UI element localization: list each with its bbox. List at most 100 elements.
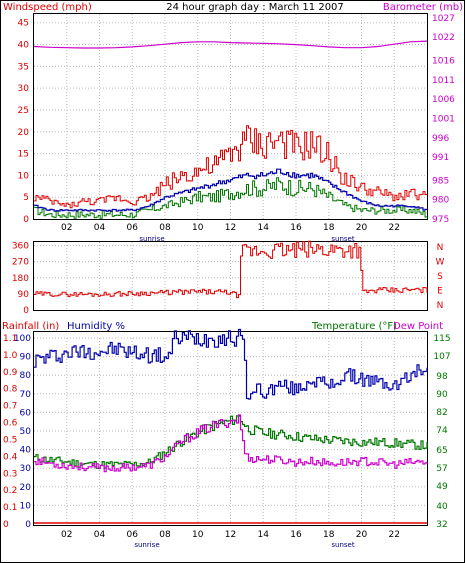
humidity-tick: 30 bbox=[20, 464, 32, 474]
x-tick: 18 bbox=[323, 223, 335, 233]
rainfall-tick: 0.1 bbox=[3, 503, 17, 513]
humidity-axis-label: Humidity % bbox=[67, 321, 125, 332]
wind-panel-frame bbox=[33, 13, 428, 220]
average-wind-line bbox=[34, 168, 428, 212]
rainfall-tick: 0 bbox=[3, 520, 9, 530]
x-tick: 04 bbox=[94, 223, 106, 233]
windspeed-tick: 20 bbox=[18, 128, 30, 138]
humidity-tick: 80 bbox=[20, 371, 32, 381]
rainfall-tick: 0.5 bbox=[3, 435, 17, 445]
barometer-tick: 1011 bbox=[432, 76, 455, 86]
x-tick: 16 bbox=[290, 530, 302, 540]
sunrise-marker-lower: sunrise bbox=[134, 541, 159, 549]
rainfall-tick: 0.7 bbox=[3, 402, 17, 412]
humidity-tick: 70 bbox=[20, 390, 32, 400]
temperature-tick: 57 bbox=[436, 464, 447, 474]
x-tick: 14 bbox=[258, 530, 270, 540]
x-tick: 12 bbox=[225, 223, 236, 233]
barometer-tick: 1006 bbox=[432, 95, 455, 105]
gust-line bbox=[34, 125, 428, 209]
sunrise-marker: sunrise bbox=[139, 235, 164, 243]
x-tick: 18 bbox=[323, 530, 335, 540]
humidity-tick: 0 bbox=[25, 520, 31, 530]
temperature-tick: 98 bbox=[436, 372, 448, 382]
compass-tick: S bbox=[437, 272, 443, 282]
temperature-tick: 40 bbox=[436, 502, 448, 512]
wind-panel-grid bbox=[34, 14, 427, 219]
humidity-tick: 60 bbox=[20, 408, 32, 418]
rainfall-tick: 1.0 bbox=[3, 351, 18, 361]
compass-tick: E bbox=[437, 287, 443, 297]
temperature-tick: 74 bbox=[436, 426, 448, 436]
temperature-x-tick-labels: 02 04 06 08 10 12 14 16 18 20 22 bbox=[61, 530, 400, 540]
x-tick: 20 bbox=[356, 223, 368, 233]
windspeed-tick: 45 bbox=[18, 19, 29, 29]
rainfall-tick: 0.4 bbox=[3, 452, 18, 462]
temperature-tick: 115 bbox=[433, 334, 450, 344]
compass-tick: N bbox=[437, 301, 444, 311]
compass-tick: W bbox=[436, 258, 445, 268]
temperature-panel-grid bbox=[34, 337, 427, 524]
windspeed-line bbox=[34, 177, 428, 219]
x-tick: 20 bbox=[356, 530, 368, 540]
rainfall-tick-labels: 0 0.1 0.2 0.3 0.4 0.5 0.6 0.7 0.8 0.9 1.0 1.1 bbox=[3, 334, 18, 530]
direction-tick: 0 bbox=[23, 306, 29, 316]
temperature-axis-label: Temperature (°F) bbox=[311, 321, 397, 332]
sunset-marker: sunset bbox=[331, 235, 354, 243]
direction-tick: 360 bbox=[12, 242, 29, 252]
direction-tick: 90 bbox=[18, 290, 30, 300]
windspeed-axis-label: Windspeed (mph) bbox=[3, 2, 92, 13]
rainfall-tick: 0.8 bbox=[3, 385, 18, 395]
rainfall-tick: 0.2 bbox=[3, 486, 17, 496]
x-tick: 22 bbox=[389, 223, 400, 233]
humidity-tick: 20 bbox=[20, 483, 32, 493]
humidity-tick: 50 bbox=[20, 427, 32, 437]
windspeed-tick: 40 bbox=[18, 41, 30, 51]
temperature-tick: 90 bbox=[436, 390, 448, 400]
direction-degree-labels: 0 90 180 270 360 bbox=[12, 242, 29, 316]
x-tick: 16 bbox=[290, 223, 302, 233]
windspeed-tick: 30 bbox=[18, 84, 30, 94]
humidity-tick: 90 bbox=[20, 353, 32, 363]
rainfall-axis-label: Rainfall (in) bbox=[2, 321, 59, 332]
direction-panel-frame bbox=[33, 241, 428, 311]
temperature-tick: 49 bbox=[436, 482, 448, 492]
humidity-tick: 10 bbox=[20, 501, 32, 511]
wind-direction-line bbox=[34, 240, 428, 299]
x-tick: 06 bbox=[127, 223, 139, 233]
temperature-tick: 107 bbox=[433, 352, 450, 362]
rainfall-tick: 1.1 bbox=[3, 334, 17, 344]
dewpoint-line bbox=[34, 414, 428, 473]
barometer-tick: 980 bbox=[432, 196, 449, 206]
humidity-line bbox=[34, 328, 428, 400]
windspeed-tick: 35 bbox=[18, 62, 29, 72]
graph-title: 24 hour graph day : March 11 2007 bbox=[166, 2, 344, 13]
humidity-tick: 100 bbox=[14, 334, 31, 344]
barometer-axis-label: Barometer (mb) bbox=[383, 2, 463, 13]
rainfall-tick: 0.3 bbox=[3, 469, 17, 479]
dewpoint-axis-label: Dew Point bbox=[393, 321, 443, 332]
windspeed-tick: 0 bbox=[23, 215, 29, 225]
barometer-tick: 1022 bbox=[432, 33, 455, 43]
x-tick: 14 bbox=[258, 223, 270, 233]
barometer-tick: 991 bbox=[432, 153, 449, 163]
barometer-tick: 1001 bbox=[432, 114, 455, 124]
temperature-tick: 82 bbox=[436, 408, 447, 418]
windspeed-tick-labels: 0 5 10 15 20 25 30 35 40 45 bbox=[18, 19, 30, 225]
temperature-tick-labels: 32 40 49 57 65 74 82 90 98 107 115 bbox=[433, 334, 450, 530]
barometer-tick: 1027 bbox=[432, 14, 455, 24]
rainfall-tick: 0.6 bbox=[3, 419, 18, 429]
compass-tick: N bbox=[437, 243, 444, 253]
humidity-tick-labels: 0 10 20 30 40 50 60 70 80 90 100 bbox=[14, 334, 31, 530]
sunset-marker-lower: sunset bbox=[331, 541, 354, 549]
x-tick: 02 bbox=[61, 223, 72, 233]
x-tick: 06 bbox=[127, 530, 139, 540]
x-tick: 10 bbox=[192, 530, 204, 540]
direction-tick: 270 bbox=[12, 258, 29, 268]
x-tick: 08 bbox=[159, 530, 171, 540]
x-tick: 22 bbox=[389, 530, 400, 540]
windspeed-tick: 10 bbox=[18, 171, 30, 181]
